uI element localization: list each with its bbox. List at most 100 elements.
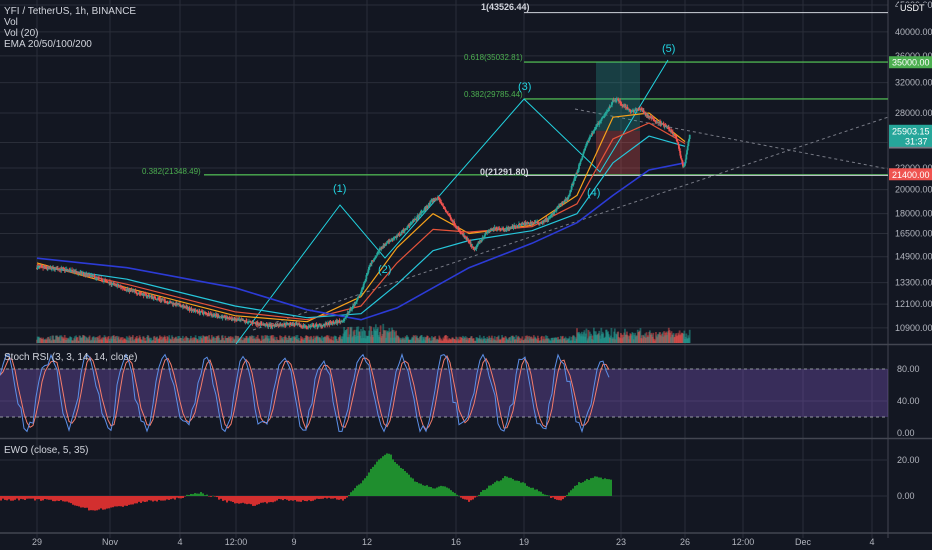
ewo-bar <box>574 485 576 496</box>
candle-body <box>399 234 402 236</box>
candle-body <box>78 273 81 274</box>
candle-body <box>458 230 461 231</box>
ewo-bar <box>516 480 518 496</box>
ewo-bar <box>246 496 248 505</box>
candle-body <box>441 203 443 205</box>
candle-body <box>425 206 428 209</box>
candle-body <box>106 281 109 283</box>
time-tick-label: Nov <box>102 537 119 547</box>
ewo-bar <box>294 496 296 501</box>
ewo-bar <box>144 496 146 502</box>
ewo-bar <box>502 478 504 496</box>
volume-bar <box>295 335 298 343</box>
ewo-bar <box>474 496 476 498</box>
ewo-bar <box>106 496 108 509</box>
candle-body <box>595 125 598 128</box>
candle-body <box>188 307 191 310</box>
volume-bar <box>632 333 634 343</box>
candle-body <box>45 267 48 269</box>
candle-body <box>502 228 505 230</box>
candle-body <box>649 117 652 119</box>
candle-body <box>404 229 407 231</box>
volume-bar <box>240 336 243 343</box>
candle-body <box>386 241 389 244</box>
volume-bar <box>230 337 233 343</box>
ewo-bar <box>446 487 448 496</box>
ewo-bar <box>586 479 588 496</box>
price-axis[interactable]: 10900.00 12100.00 13300.00 14900.00 16500.00… <box>889 0 932 501</box>
stoch-k-line <box>0 352 610 434</box>
wave-label: (5) <box>662 43 675 55</box>
volume-bar <box>59 335 61 343</box>
candle-body <box>678 144 680 149</box>
ewo-bar <box>136 496 138 504</box>
ewo-bar <box>310 496 312 502</box>
candle-body <box>680 155 682 159</box>
candle-body <box>454 225 457 227</box>
ewo-bar <box>124 496 126 506</box>
ewo-bar <box>150 496 152 501</box>
candle-body <box>206 314 208 315</box>
volume-bar <box>428 337 431 343</box>
ewo-bar <box>70 496 72 504</box>
ewo-bar <box>100 496 102 509</box>
ewo-bar <box>528 486 530 496</box>
price-tick-label: 36000.00 <box>895 51 932 61</box>
candle-body <box>396 235 399 237</box>
ewo-bar <box>154 496 156 501</box>
candle-body <box>551 214 553 216</box>
candle-body <box>586 143 589 144</box>
ewo-bar <box>164 496 166 501</box>
candle-body <box>671 131 674 135</box>
ewo-bar <box>600 477 602 496</box>
ewo-bar <box>298 496 300 502</box>
time-axis[interactable]: 29 Nov 4 12:00 9 12 16 19 23 26 12:00 Dec 4 <box>32 537 875 547</box>
candle-body <box>284 325 287 326</box>
ewo-bar <box>542 493 544 496</box>
ewo-bar <box>522 482 524 496</box>
wave-label: (3) <box>518 81 531 93</box>
indicator-ema[interactable]: EMA 20/50/100/200 <box>4 39 92 50</box>
ewo-title[interactable]: EWO (close, 5, 35) <box>4 445 89 456</box>
ewo-bar <box>378 459 380 496</box>
candle-body <box>254 322 257 324</box>
price-label-tag <box>889 168 932 181</box>
candle-body <box>63 268 65 269</box>
candle-body <box>607 110 609 111</box>
candle-body <box>426 207 429 208</box>
ewo-bar <box>408 474 410 496</box>
candle-body <box>520 223 523 226</box>
ewo-bar <box>74 496 76 506</box>
ewo-bar <box>206 494 208 496</box>
ewo-bar <box>210 496 212 497</box>
time-tick-label: Dec <box>795 537 812 547</box>
ewo-bar <box>244 496 246 504</box>
volume-bar <box>291 336 294 343</box>
candle-body <box>145 294 148 297</box>
volume-bar <box>573 336 576 343</box>
volume-bar <box>495 336 498 343</box>
candle-body <box>189 309 192 311</box>
volume-bar <box>131 335 134 343</box>
candle-body <box>630 110 633 112</box>
indicator-vol[interactable]: Vol <box>4 17 18 28</box>
candle-body <box>198 310 201 314</box>
candle-body <box>408 225 411 227</box>
volume-bar <box>559 335 562 343</box>
price-tick-label: 32000.00 <box>895 78 932 88</box>
ewo-bar <box>168 496 170 500</box>
stoch-rsi-title[interactable]: Stoch RSI (3, 3, 14, 14, close) <box>4 352 138 363</box>
ewo-bar <box>224 496 226 501</box>
candle-body <box>234 318 237 321</box>
candle-body <box>345 315 348 317</box>
candle-body <box>376 253 379 256</box>
candle-body <box>514 225 516 227</box>
ewo-bar <box>94 496 96 511</box>
ewo-bar <box>360 483 362 496</box>
indicator-vol20[interactable]: Vol (20) <box>4 28 39 39</box>
ewo-bar <box>520 482 522 496</box>
candle-body <box>609 106 611 108</box>
ewo-bar <box>134 496 136 504</box>
ewo-bar <box>126 496 128 506</box>
candle-body <box>345 316 348 318</box>
